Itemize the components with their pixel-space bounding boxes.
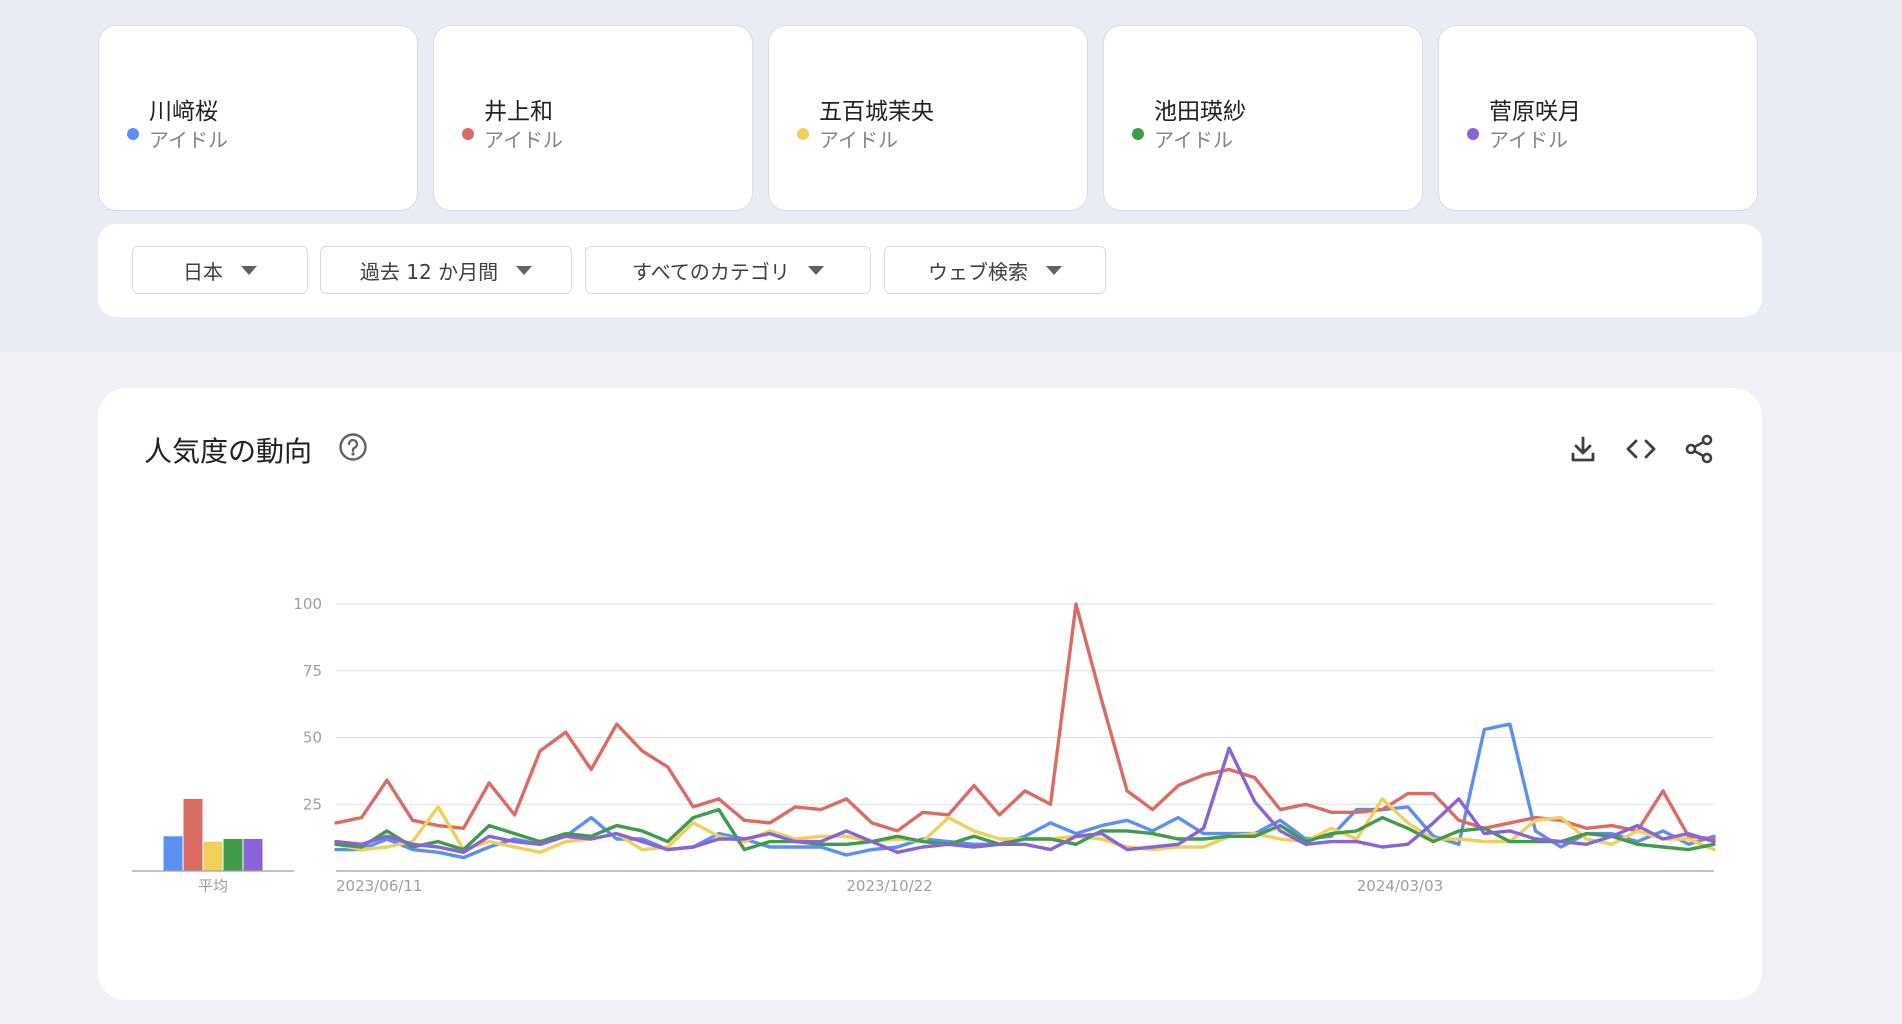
x-tick-label: 2023/10/22 [846, 877, 932, 895]
y-tick-label: 100 [293, 595, 322, 613]
embed-code-icon[interactable] [1624, 432, 1658, 466]
term-name: 井上和 [484, 99, 553, 125]
download-icon[interactable] [1566, 432, 1600, 466]
region-label: 日本 [183, 259, 223, 284]
period-dropdown[interactable]: 過去 12 か月間 [320, 246, 572, 294]
term-name: 川﨑桜 [149, 99, 218, 125]
y-tick-label: 50 [303, 729, 322, 747]
search-type-label: ウェブ検索 [928, 259, 1028, 284]
category-label: すべてのカテゴリ [632, 259, 790, 284]
share-icon[interactable] [1682, 432, 1716, 466]
term-category: アイドル [1154, 128, 1233, 152]
caret-down-icon [516, 265, 533, 275]
average-bar [243, 838, 263, 871]
search-type-dropdown[interactable]: ウェブ検索 [884, 246, 1106, 294]
average-bar [223, 838, 243, 871]
term-color-dot [127, 128, 139, 140]
term-name: 五百城茉央 [819, 99, 934, 125]
y-tick-label: 25 [303, 795, 322, 813]
term-color-dot [1467, 128, 1479, 140]
average-bar [183, 798, 203, 871]
term-category: アイドル [484, 128, 563, 152]
term-color-dot [797, 128, 809, 140]
term-card-3[interactable]: 五百城茉央 アイドル [768, 25, 1088, 211]
interest-over-time-card: 人気度の動向 25 50 75 100 2023/06/11 2023/10/22 2024… [98, 388, 1762, 1000]
term-card-1[interactable]: 川﨑桜 アイドル [98, 25, 418, 211]
region-dropdown[interactable]: 日本 [132, 246, 308, 294]
term-card-5[interactable]: 菅原咲月 アイドル [1438, 25, 1758, 211]
term-color-dot [462, 128, 474, 140]
caret-down-icon [807, 265, 824, 275]
period-label: 過去 12 か月間 [359, 259, 499, 284]
average-label: 平均 [198, 877, 228, 895]
y-tick-label: 75 [303, 662, 322, 680]
term-name: 菅原咲月 [1489, 99, 1581, 125]
term-category: アイドル [1489, 128, 1568, 152]
term-card-2[interactable]: 井上和 アイドル [433, 25, 753, 211]
average-bar [163, 836, 183, 871]
series-line [334, 807, 1716, 852]
caret-down-icon [1046, 265, 1062, 275]
x-tick-label: 2024/03/03 [1357, 877, 1443, 895]
series-line [334, 746, 1716, 854]
term-card-4[interactable]: 池田瑛紗 アイドル [1103, 25, 1423, 211]
caret-down-icon [241, 265, 257, 275]
term-category: アイドル [149, 128, 228, 152]
term-category: アイドル [819, 128, 898, 152]
average-bar [203, 841, 223, 871]
term-color-dot [1132, 128, 1144, 140]
chart-section-title: 人気度の動向 [144, 435, 313, 468]
trend-chart: 25 50 75 100 2023/06/11 2023/10/22 2024/03/03 平… [132, 595, 1716, 895]
help-icon[interactable] [338, 432, 368, 462]
x-tick-label: 2023/06/11 [336, 877, 422, 895]
category-dropdown[interactable]: すべてのカテゴリ [585, 246, 871, 294]
filter-bar: 日本 過去 12 か月間 すべてのカテゴリ ウェブ検索 [98, 224, 1762, 317]
term-name: 池田瑛紗 [1154, 99, 1246, 125]
